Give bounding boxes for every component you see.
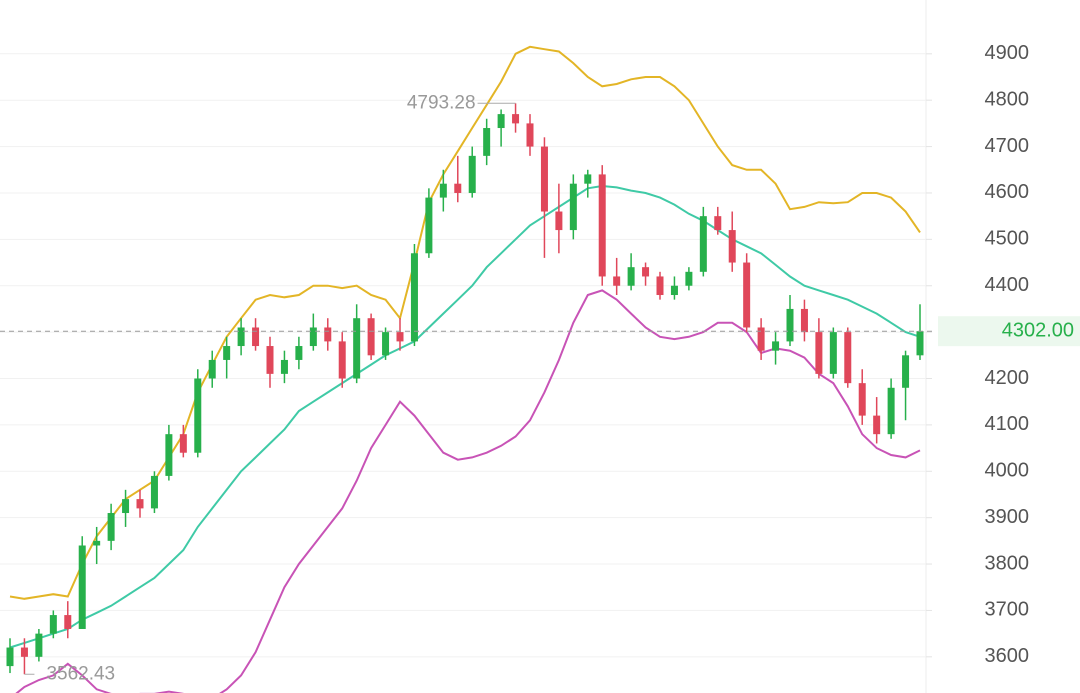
candle-body: [873, 415, 881, 435]
candle-body: [382, 332, 390, 356]
candle-body: [757, 327, 765, 351]
candle-body: [858, 383, 866, 416]
candle-body: [829, 332, 837, 374]
candle-body: [685, 271, 693, 286]
candle-body: [64, 615, 72, 629]
candle-body: [179, 434, 187, 453]
y-tick-label: 4200: [985, 367, 1030, 389]
candle-body: [800, 308, 808, 333]
candle-body: [483, 128, 491, 156]
band-line: [9, 45, 921, 600]
candle-body: [208, 359, 216, 379]
y-tick-label: 3900: [985, 506, 1030, 528]
candle-body: [670, 285, 678, 296]
candle-body: [353, 318, 361, 379]
high-label: 4793.28: [407, 92, 476, 113]
candle-body: [526, 123, 534, 147]
candle-body: [122, 499, 130, 514]
candle-body: [555, 211, 563, 231]
candle-body: [396, 332, 404, 342]
y-tick-label: 4500: [985, 228, 1030, 250]
candle-body: [497, 114, 505, 129]
y-tick-label: 4400: [985, 274, 1030, 296]
candle-body: [916, 331, 924, 356]
candle-body: [410, 253, 418, 342]
candle-body: [93, 540, 101, 546]
candle-body: [223, 346, 231, 360]
candles: [6, 103, 924, 675]
band-line: [15, 289, 921, 693]
candle-body: [309, 327, 317, 347]
candle-body: [512, 114, 520, 124]
candle-body: [844, 332, 852, 384]
candle-body: [613, 276, 621, 286]
candle-body: [815, 332, 823, 374]
candle-body: [598, 174, 606, 277]
candle-body: [887, 387, 895, 435]
candle-body: [902, 355, 910, 388]
candle-body: [107, 513, 115, 541]
candle-body: [194, 378, 202, 453]
y-tick-label: 4600: [985, 181, 1030, 203]
candle-body: [425, 197, 433, 254]
candle-body: [656, 276, 664, 296]
y-tick-label: 3600: [985, 645, 1030, 667]
candle-body: [367, 318, 375, 356]
candle-body: [584, 174, 592, 184]
y-tick-label: 4700: [985, 135, 1030, 157]
candle-body: [468, 155, 476, 193]
candle-body: [540, 146, 548, 212]
candle-body: [786, 308, 794, 342]
candle-body: [6, 647, 14, 667]
last-price-box: [938, 316, 1080, 347]
labels: 3600370038003900400041004200430044004500…: [0, 42, 1080, 684]
y-tick-label: 4800: [985, 88, 1030, 110]
candle-body: [35, 633, 43, 657]
candle-body: [165, 434, 173, 476]
y-tick-label: 4000: [985, 460, 1030, 482]
y-tick-label: 3800: [985, 552, 1030, 574]
candle-body: [266, 346, 274, 374]
candle-body: [642, 267, 650, 277]
candle-body: [569, 183, 577, 231]
band-line: [9, 184, 921, 649]
y-tick-label: 3700: [985, 599, 1030, 621]
candle-body: [237, 327, 245, 347]
y-tick-label: 4100: [985, 413, 1030, 435]
candle-body: [743, 262, 751, 328]
candle-body: [772, 341, 780, 351]
candle-body: [150, 475, 158, 509]
candle-body: [714, 216, 722, 231]
candle-body: [78, 545, 86, 629]
candle-body: [324, 327, 332, 342]
last-price-label: 4302.00: [1002, 319, 1074, 341]
candle-body: [454, 183, 462, 193]
bands: [9, 45, 921, 693]
candle-body: [136, 499, 144, 509]
candle-body: [627, 267, 635, 286]
candle-body: [699, 216, 707, 272]
y-tick-label: 4900: [985, 42, 1030, 64]
candle-body: [728, 230, 736, 263]
candle-body: [49, 615, 57, 634]
candle-body: [20, 647, 28, 657]
candle-body: [295, 346, 303, 360]
grid: [0, 53, 932, 658]
candle-body: [338, 341, 346, 379]
candle-body: [252, 327, 260, 347]
candle-body: [280, 359, 288, 374]
low-label: 3562.43: [46, 663, 115, 684]
candle-body: [439, 183, 447, 198]
